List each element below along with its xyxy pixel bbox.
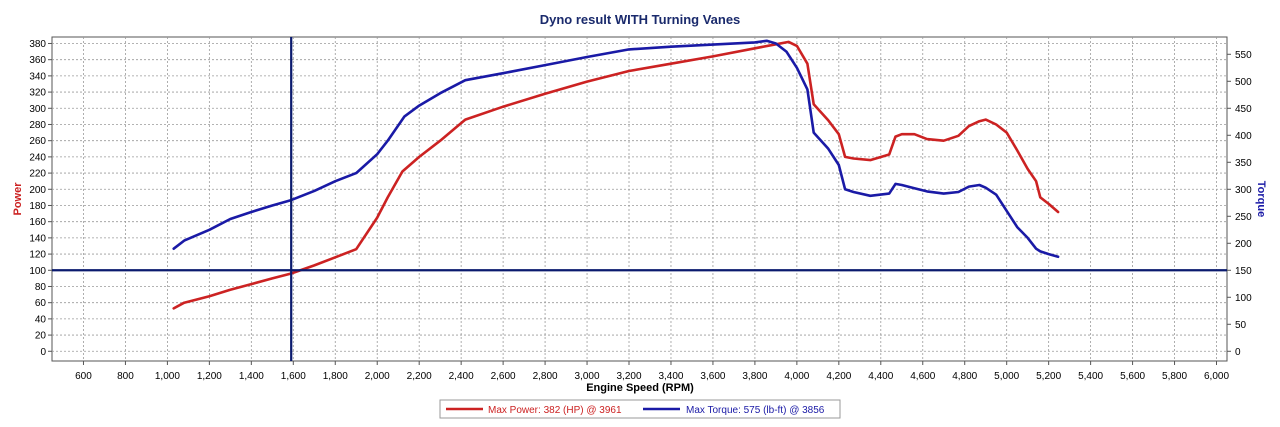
x-tick-label: 2,200 xyxy=(407,371,432,382)
y-right-tick-label: 550 xyxy=(1235,50,1252,61)
y-axis-label-right: Torque xyxy=(1255,181,1267,217)
y-right-tick-label: 0 xyxy=(1235,347,1241,358)
x-tick-label: 4,000 xyxy=(784,371,809,382)
x-tick-label: 5,800 xyxy=(1162,371,1187,382)
x-tick-label: 4,800 xyxy=(952,371,977,382)
chart-title: Dyno result WITH Turning Vanes xyxy=(540,12,741,27)
x-tick-label: 800 xyxy=(117,371,134,382)
y-right-tick-label: 300 xyxy=(1235,185,1252,196)
y-left-tick-label: 380 xyxy=(29,39,46,50)
x-tick-label: 1,200 xyxy=(197,371,222,382)
legend: Max Power: 382 (HP) @ 3961 Max Torque: 5… xyxy=(439,399,841,419)
x-tick-label: 1,400 xyxy=(239,371,264,382)
plot-area xyxy=(51,36,1228,362)
x-tick-label: 3,400 xyxy=(658,371,683,382)
x-tick-label: 4,200 xyxy=(826,371,851,382)
y-left-tick-label: 40 xyxy=(35,314,47,325)
y-left-tick-label: 100 xyxy=(29,266,46,277)
tick-labels: 600 800 1,000 1,200 1,400 1,600 1,800 2,000 2,20… xyxy=(29,39,1252,382)
y-right-tick-label: 500 xyxy=(1235,77,1252,88)
y-axis-label-left: Power xyxy=(12,182,24,216)
y-left-tick-label: 320 xyxy=(29,88,46,99)
x-tick-label: 6,000 xyxy=(1204,371,1229,382)
x-axis-label: Engine Speed (RPM) xyxy=(586,382,694,394)
y-right-tick-label: 250 xyxy=(1235,212,1252,223)
x-tick-label: 1,800 xyxy=(323,371,348,382)
y-left-tick-label: 80 xyxy=(35,282,47,293)
x-tick-label: 3,000 xyxy=(575,371,600,382)
x-tick-label: 3,800 xyxy=(742,371,767,382)
x-tick-label: 2,600 xyxy=(491,371,516,382)
x-tick-label: 5,200 xyxy=(1036,371,1061,382)
y-right-tick-label: 350 xyxy=(1235,158,1252,169)
y-left-tick-label: 300 xyxy=(29,104,46,115)
x-tick-label: 1,600 xyxy=(281,371,306,382)
x-tick-label: 600 xyxy=(75,371,92,382)
y-right-tick-label: 150 xyxy=(1235,266,1252,277)
y-left-tick-label: 360 xyxy=(29,55,46,66)
x-tick-label: 4,400 xyxy=(868,371,893,382)
x-tick-label: 1,000 xyxy=(155,371,180,382)
grid-lines xyxy=(52,37,1227,361)
x-tick-label: 3,200 xyxy=(616,371,641,382)
y-left-tick-label: 340 xyxy=(29,71,46,82)
series-line-torque xyxy=(172,39,1060,259)
x-tick-label: 2,800 xyxy=(533,371,558,382)
y-right-tick-label: 400 xyxy=(1235,131,1252,142)
x-tick-label: 5,600 xyxy=(1120,371,1145,382)
y-left-tick-label: 240 xyxy=(29,152,46,163)
y-left-tick-label: 0 xyxy=(40,347,46,358)
x-tick-label: 2,000 xyxy=(365,371,390,382)
y-left-tick-label: 160 xyxy=(29,217,46,228)
cursor-crosshair[interactable] xyxy=(52,37,1227,361)
y-left-tick-label: 60 xyxy=(35,298,47,309)
series-lines xyxy=(172,39,1060,310)
x-tick-label: 4,600 xyxy=(910,371,935,382)
y-right-tick-label: 100 xyxy=(1235,293,1252,304)
y-left-tick-label: 180 xyxy=(29,201,46,212)
y-right-tick-label: 200 xyxy=(1235,239,1252,250)
y-left-tick-label: 20 xyxy=(35,331,47,342)
y-right-tick-label: 50 xyxy=(1235,320,1247,331)
y-left-tick-label: 220 xyxy=(29,169,46,180)
x-tick-label: 5,000 xyxy=(994,371,1019,382)
y-left-tick-label: 200 xyxy=(29,185,46,196)
x-tick-label: 5,400 xyxy=(1078,371,1103,382)
y-left-tick-label: 120 xyxy=(29,250,46,261)
x-tick-label: 3,600 xyxy=(700,371,725,382)
y-left-tick-label: 260 xyxy=(29,136,46,147)
legend-label-power: Max Power: 382 (HP) @ 3961 xyxy=(488,405,622,416)
x-tick-label: 2,400 xyxy=(449,371,474,382)
y-left-tick-label: 140 xyxy=(29,233,46,244)
series-line-power xyxy=(172,40,1060,310)
y-left-tick-label: 280 xyxy=(29,120,46,131)
y-right-tick-label: 450 xyxy=(1235,104,1252,115)
legend-label-torque: Max Torque: 575 (lb-ft) @ 3856 xyxy=(686,405,825,416)
legend-box xyxy=(439,399,841,419)
